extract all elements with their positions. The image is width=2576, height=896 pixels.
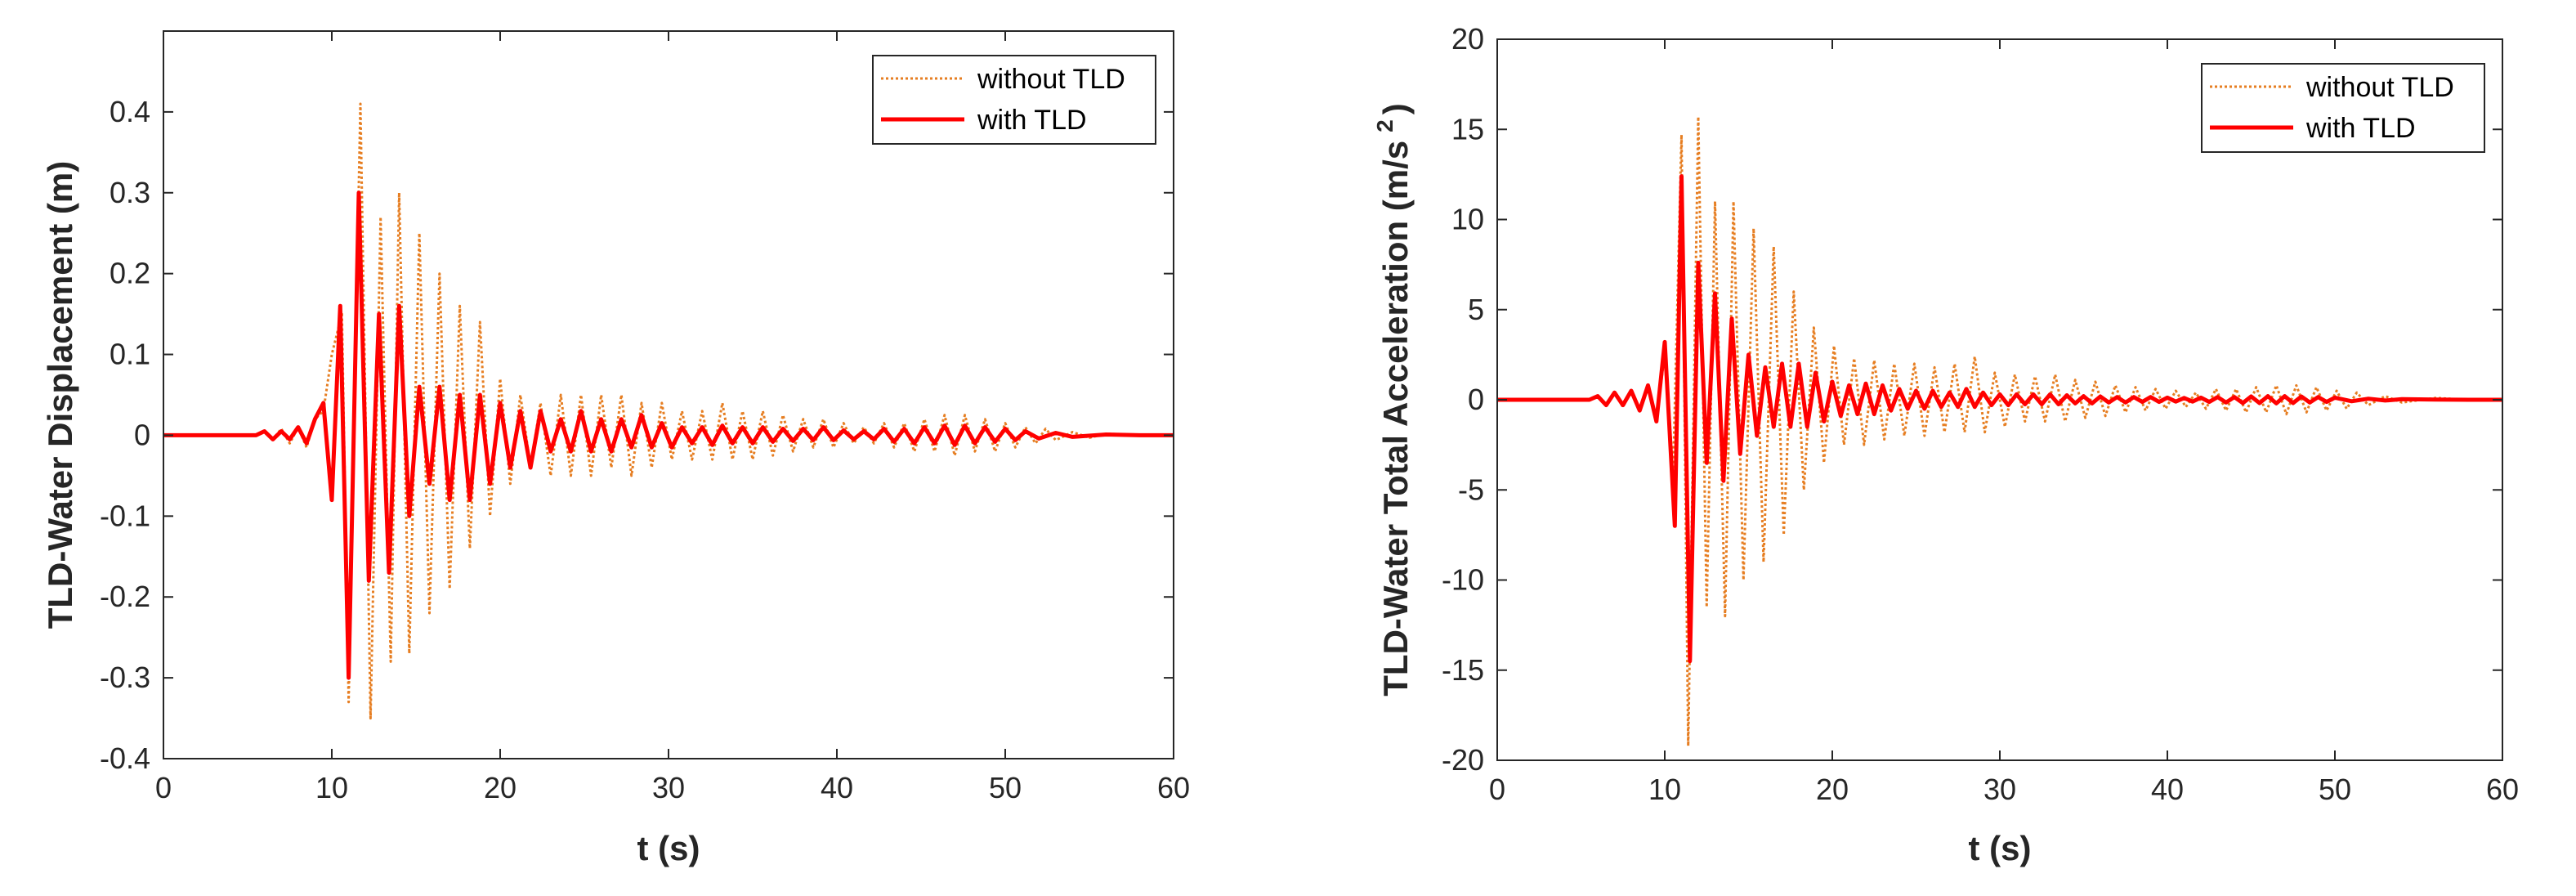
legend-displacement: without TLD with TLD [872, 55, 1156, 145]
legend-label-with-tld: with TLD [977, 105, 1087, 136]
y-tick-label: -15 [1442, 653, 1484, 687]
x-tick-label: 0 [1489, 773, 1505, 806]
x-tick-label: 40 [2151, 773, 2184, 806]
x-tick-label: 10 [1648, 773, 1681, 806]
y-tick-label: -20 [1442, 743, 1484, 777]
y-tick-label: 0.3 [110, 176, 150, 209]
y-axis-label-acceleration-close: ) [1376, 103, 1415, 114]
x-tick-label: 50 [989, 771, 1022, 804]
legend-label-without-tld: without TLD [2305, 72, 2454, 103]
x-tick-label: 20 [1816, 773, 1849, 806]
legend-box-acceleration [2201, 63, 2485, 153]
series-line-without-tld [1497, 115, 2502, 747]
legend-label-with-tld: with TLD [2305, 113, 2416, 144]
y-tick-label: -0.3 [100, 661, 150, 694]
acceleration-chart: 0 10 20 30 40 50 60 -20 -15 -10 -5 0 5 10 15 20 t (s) T… [1372, 22, 2519, 867]
y-axis-label-displacement: TLD-Water Displacement (m) [41, 161, 79, 629]
x-tick-label: 60 [1157, 771, 1190, 804]
y-tick-label: -0.4 [100, 741, 150, 775]
x-tick-label: 30 [652, 771, 685, 804]
y-tick-label: 0.2 [110, 257, 150, 290]
x-axis-label-displacement: t (s) [637, 829, 700, 867]
x-tick-label: 20 [484, 771, 517, 804]
plot-frame-displacement [163, 30, 1174, 759]
series-line-with-tld [163, 190, 1174, 680]
displacement-chart: 0 10 20 30 40 50 60 -0.4 -0.3 -0.2 -0.1 0 0.1 0.2 0.3 0… [41, 30, 1190, 867]
y-tick-label: 15 [1451, 112, 1484, 146]
series-line-with-tld [1497, 174, 2502, 664]
plot-frame-acceleration [1496, 38, 2503, 761]
x-tick-label: 40 [821, 771, 853, 804]
legend-acceleration: without TLD with TLD [2201, 63, 2485, 153]
x-tick-label: 30 [1983, 773, 2016, 806]
y-tick-label: 0.4 [110, 95, 150, 128]
y-tick-label: -0.1 [100, 499, 150, 532]
displacement-series-layer [163, 102, 1174, 720]
legend-label-without-tld: without TLD [977, 64, 1125, 95]
y-tick-label: 5 [1468, 293, 1484, 326]
y-tick-label: 10 [1451, 203, 1484, 236]
acceleration-series-layer [1497, 115, 2502, 747]
x-tick-label: 10 [315, 771, 348, 804]
y-tick-label: 20 [1451, 22, 1484, 56]
x-tick-label: 50 [2319, 773, 2351, 806]
y-tick-label: 0 [1468, 383, 1484, 416]
x-axis-label-acceleration: t (s) [1969, 829, 2032, 867]
y-axis-label-acceleration-sup: 2 [1372, 119, 1398, 132]
x-tick-label: 60 [2486, 773, 2519, 806]
y-tick-label: -10 [1442, 563, 1484, 597]
y-axis-label-acceleration-main: TLD-Water Total Acceleration (m/s [1376, 141, 1415, 697]
y-axis-label-acceleration: TLD-Water Total Acceleration (m/s 2) [1372, 103, 1415, 696]
y-tick-label: 0 [134, 418, 150, 451]
y-tick-label: 0.1 [110, 338, 150, 371]
y-tick-label: -5 [1458, 473, 1484, 506]
y-tick-label: -0.2 [100, 580, 150, 613]
displacement-ticks-layer: 0 10 20 30 40 50 60 -0.4 -0.3 -0.2 -0.1 0 0.1 0.2 0.3 0… [100, 31, 1190, 804]
x-tick-label: 0 [155, 771, 172, 804]
plot-area-displacement [163, 31, 1174, 759]
legend-box-displacement [872, 55, 1156, 145]
